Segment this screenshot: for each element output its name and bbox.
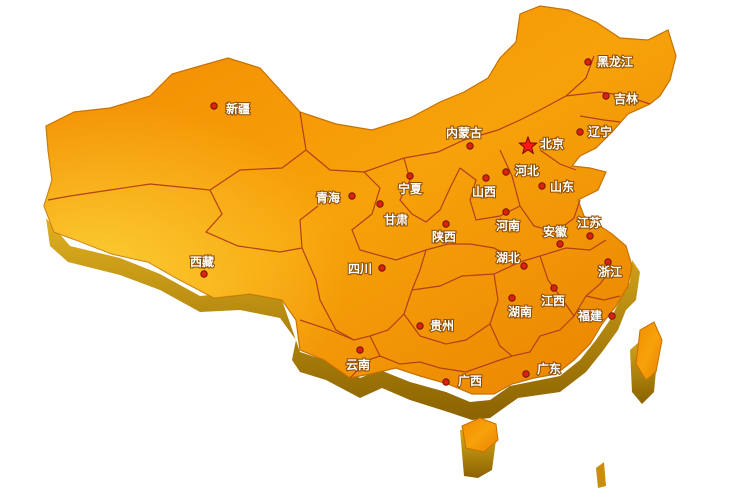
region-label-shandong[interactable]: 山东 [549,178,575,195]
region-label-hunan[interactable]: 湖南 [507,303,533,320]
region-marker-liaoning[interactable] [576,128,584,136]
region-label-ningxia[interactable]: 宁夏 [397,180,424,197]
region-marker-guangxi[interactable] [442,378,450,386]
region-marker-ningxia[interactable] [406,172,414,180]
region-marker-sichuan[interactable] [378,264,386,272]
region-marker-yunnan[interactable] [356,346,364,354]
region-marker-shaanxi[interactable] [442,220,450,228]
region-label-liaoning[interactable]: 辽宁 [587,123,613,140]
region-marker-jiangxi[interactable] [550,284,558,292]
region-label-neimenggu[interactable]: 内蒙古 [445,124,483,141]
region-marker-xizang[interactable] [200,270,208,278]
region-marker-anhui[interactable] [556,240,564,248]
region-label-henan[interactable]: 河南 [494,217,521,234]
region-marker-hebei[interactable] [502,168,510,176]
region-marker-fujian[interactable] [608,312,616,320]
region-marker-guangdong[interactable] [522,370,530,378]
region-marker-shanxi[interactable] [482,174,490,182]
region-label-jiangxi[interactable]: 江西 [540,292,566,309]
region-marker-heilongjiang[interactable] [584,58,592,66]
region-label-fujian[interactable]: 福建 [576,307,604,324]
star-icon[interactable] [518,135,538,155]
province-borders [47,55,651,379]
region-label-heilongjiang[interactable]: 黑龙江 [596,53,634,70]
region-marker-xinjiang[interactable] [210,102,218,110]
region-label-hebei[interactable]: 河北 [513,162,540,179]
region-label-shanxi[interactable]: 山西 [471,183,497,200]
region-label-xinjiang[interactable]: 新疆 [225,100,251,117]
region-label-sichuan[interactable]: 四川 [347,261,373,277]
region-marker-guizhou[interactable] [416,322,424,330]
region-label-guangxi[interactable]: 广西 [457,372,483,389]
region-label-anhui[interactable]: 安徽 [542,223,569,240]
region-marker-jilin[interactable] [602,92,610,100]
region-marker-hubei[interactable] [520,262,528,270]
region-marker-neimenggu[interactable] [466,142,474,150]
region-label-xizang[interactable]: 西藏 [189,253,215,270]
region-label-jiangsu[interactable]: 江苏 [576,214,602,231]
region-marker-hunan[interactable] [508,294,516,302]
region-marker-qinghai[interactable] [348,192,356,200]
region-label-shaanxi[interactable]: 陕西 [431,228,457,245]
region-label-guizhou[interactable]: 贵州 [429,317,455,334]
region-label-zhejiang[interactable]: 浙江 [597,263,623,280]
region-label-jilin[interactable]: 吉林 [613,90,639,107]
region-label-yunnan[interactable]: 云南 [345,356,371,373]
region-marker-shandong[interactable] [538,182,546,190]
region-label-guangdong[interactable]: 广东 [536,360,562,377]
region-marker-zhejiang[interactable] [604,258,612,266]
region-marker-henan[interactable] [502,208,510,216]
south-islet [596,462,606,488]
region-label-qinghai[interactable]: 青海 [315,189,341,206]
region-label-gansu[interactable]: 甘肃 [383,211,409,228]
region-label-beijing[interactable]: 北京 [539,135,565,152]
region-label-hubei[interactable]: 湖北 [495,249,521,266]
taiwan-island [635,321,663,381]
hainan-island [461,417,499,453]
region-marker-jiangsu[interactable] [586,232,594,240]
region-marker-gansu[interactable] [376,200,384,208]
